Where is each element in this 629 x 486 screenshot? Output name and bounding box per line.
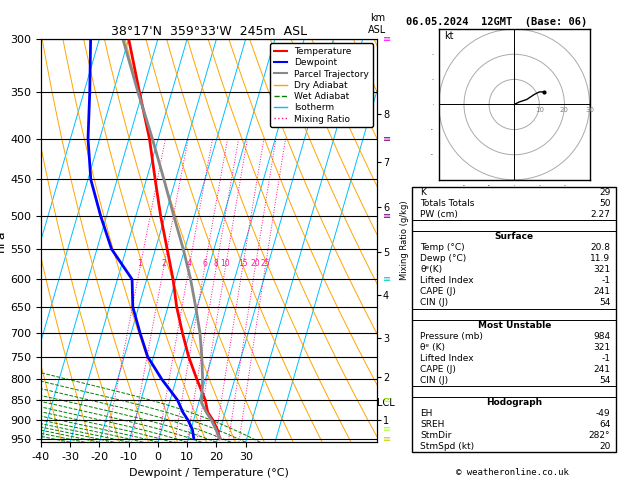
Text: 4: 4 (187, 259, 191, 267)
Text: Temp (°C): Temp (°C) (420, 243, 465, 252)
Text: 241: 241 (593, 287, 610, 296)
Text: 15: 15 (238, 259, 247, 267)
Text: 10: 10 (221, 259, 230, 267)
Text: K: K (420, 188, 426, 197)
Text: θᵉ(K): θᵉ(K) (420, 265, 442, 275)
Text: 241: 241 (593, 364, 610, 374)
Text: 6: 6 (203, 259, 207, 267)
Text: Mixing Ratio (g/kg): Mixing Ratio (g/kg) (400, 201, 409, 280)
Legend: Temperature, Dewpoint, Parcel Trajectory, Dry Adiabat, Wet Adiabat, Isotherm, Mi: Temperature, Dewpoint, Parcel Trajectory… (270, 43, 373, 127)
Text: Totals Totals: Totals Totals (420, 199, 474, 208)
Text: 30: 30 (585, 107, 594, 113)
Text: 20: 20 (599, 442, 610, 451)
Text: 321: 321 (593, 343, 610, 352)
Text: 2: 2 (161, 259, 166, 267)
Text: ≡: ≡ (383, 211, 391, 221)
Title: 38°17'N  359°33'W  245m  ASL: 38°17'N 359°33'W 245m ASL (111, 25, 307, 38)
Text: 321: 321 (593, 265, 610, 275)
Text: StmDir: StmDir (420, 431, 452, 440)
Text: StmSpd (kt): StmSpd (kt) (420, 442, 474, 451)
Text: 29: 29 (599, 188, 610, 197)
Text: Most Unstable: Most Unstable (477, 321, 551, 330)
Text: 54: 54 (599, 298, 610, 308)
Text: 282°: 282° (589, 431, 610, 440)
Text: CIN (J): CIN (J) (420, 376, 448, 385)
Text: 25: 25 (260, 259, 270, 267)
Text: 2.27: 2.27 (591, 210, 610, 219)
Text: 54: 54 (599, 376, 610, 385)
Text: 20: 20 (250, 259, 260, 267)
Text: SREH: SREH (420, 420, 445, 429)
Text: ≡: ≡ (383, 34, 391, 44)
Text: ≡: ≡ (383, 434, 391, 444)
X-axis label: Dewpoint / Temperature (°C): Dewpoint / Temperature (°C) (129, 468, 289, 478)
Text: Lifted Index: Lifted Index (420, 354, 474, 363)
Text: Hodograph: Hodograph (486, 398, 542, 407)
Text: PW (cm): PW (cm) (420, 210, 458, 219)
Text: 20: 20 (560, 107, 569, 113)
Text: 06.05.2024  12GMT  (Base: 06): 06.05.2024 12GMT (Base: 06) (406, 17, 587, 27)
Text: km
ASL: km ASL (368, 13, 387, 35)
Text: EH: EH (420, 409, 433, 418)
Text: Pressure (mb): Pressure (mb) (420, 331, 483, 341)
Text: CIN (J): CIN (J) (420, 298, 448, 308)
Text: 20.8: 20.8 (590, 243, 610, 252)
Text: 1: 1 (138, 259, 142, 267)
Y-axis label: hPa: hPa (0, 229, 8, 252)
Text: 64: 64 (599, 420, 610, 429)
Text: Lifted Index: Lifted Index (420, 277, 474, 285)
Text: 984: 984 (593, 331, 610, 341)
Text: -49: -49 (596, 409, 610, 418)
Text: -1: -1 (601, 277, 610, 285)
Text: LCL: LCL (377, 398, 395, 408)
Text: ≡: ≡ (383, 134, 391, 144)
Text: kt: kt (444, 31, 454, 41)
Text: Dewp (°C): Dewp (°C) (420, 254, 467, 263)
Text: θᵉ (K): θᵉ (K) (420, 343, 445, 352)
Text: ≡: ≡ (383, 395, 391, 405)
Text: CAPE (J): CAPE (J) (420, 364, 456, 374)
Text: -1: -1 (601, 354, 610, 363)
Text: 50: 50 (599, 199, 610, 208)
Text: CAPE (J): CAPE (J) (420, 287, 456, 296)
Text: ≡: ≡ (383, 274, 391, 284)
Text: 11.9: 11.9 (590, 254, 610, 263)
Text: Surface: Surface (494, 232, 534, 241)
Text: ≡: ≡ (383, 424, 391, 434)
Text: © weatheronline.co.uk: © weatheronline.co.uk (456, 468, 569, 477)
Text: 8: 8 (214, 259, 219, 267)
Text: 10: 10 (535, 107, 544, 113)
